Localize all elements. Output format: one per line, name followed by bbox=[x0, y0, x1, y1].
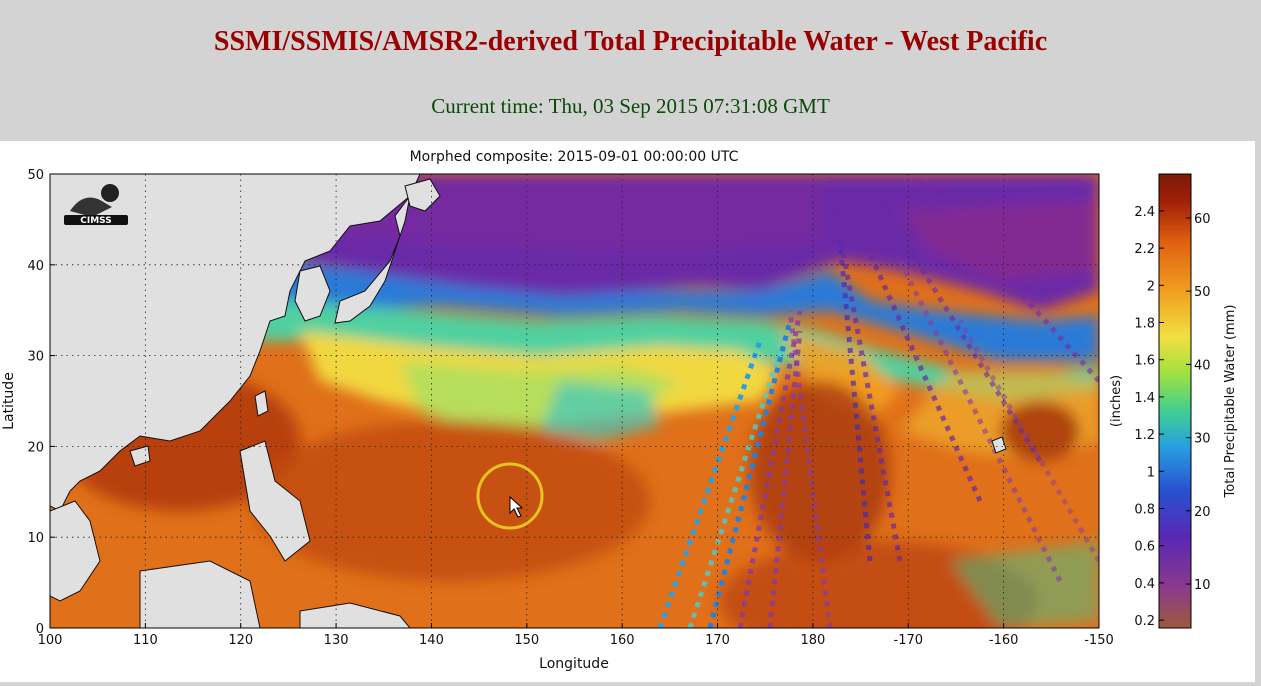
colorbar-label-inches: (inches) bbox=[1109, 375, 1124, 427]
indochina bbox=[50, 500, 101, 602]
x-tick-label: 150 bbox=[514, 633, 539, 648]
cursor-highlight bbox=[476, 462, 544, 530]
x-tick-label: -150 bbox=[1084, 633, 1114, 648]
inch-tick-label: 0.6 bbox=[1134, 540, 1155, 555]
x-tick-label: 110 bbox=[133, 633, 158, 648]
x-tick-label: 160 bbox=[610, 633, 635, 648]
inch-tick-label: 0.2 bbox=[1134, 614, 1155, 629]
inch-tick-label: 1.6 bbox=[1134, 354, 1155, 369]
taiwan bbox=[254, 390, 269, 417]
korean-peninsula bbox=[294, 265, 331, 322]
inch-tick-label: 0.8 bbox=[1134, 502, 1155, 517]
inch-tick-label: 1 bbox=[1147, 465, 1155, 480]
cimss-logo-text: CIMSS bbox=[80, 216, 111, 226]
colorbar-inch-ticks: 0.2 0.4 0.6 0.8 1 1.2 1.4 1.6 1.8 2 2.2 2.4 bbox=[1134, 205, 1164, 629]
asian-mainland bbox=[50, 174, 421, 512]
land-masses bbox=[50, 174, 1007, 628]
new-guinea-edge bbox=[299, 602, 411, 628]
blue-band bbox=[270, 261, 1099, 361]
cursor-ring bbox=[476, 462, 544, 530]
page-title: SSMI/SSMIS/AMSR2-derived Total Precipita… bbox=[213, 26, 1048, 57]
y-axis-ticks: 0 10 20 30 40 50 bbox=[27, 168, 55, 637]
x-tick-label: 120 bbox=[228, 633, 253, 648]
x-axis-label: Longitude bbox=[539, 656, 609, 672]
x-tick-label: 130 bbox=[324, 633, 349, 648]
y-tick-label: 40 bbox=[27, 259, 44, 274]
mm-tick-label: 50 bbox=[1194, 285, 1211, 300]
mm-tick-label: 60 bbox=[1194, 212, 1211, 227]
x-tick-label: -160 bbox=[989, 633, 1019, 648]
y-tick-label: 50 bbox=[27, 168, 44, 183]
mm-tick-label: 10 bbox=[1194, 578, 1211, 593]
map-title: Morphed composite: 2015-09-01 00:00:00 U… bbox=[410, 149, 739, 165]
x-tick-label: 170 bbox=[705, 633, 730, 648]
inch-tick-label: 2.4 bbox=[1134, 205, 1155, 220]
inch-tick-label: 1.4 bbox=[1134, 391, 1155, 406]
y-tick-label: 30 bbox=[27, 350, 44, 365]
japan bbox=[334, 195, 411, 324]
colorbar-label-mm: Total Precipitable Water (mm) bbox=[1223, 305, 1238, 499]
mouse-pointer-icon bbox=[509, 495, 524, 518]
x-tick-label: 140 bbox=[419, 633, 444, 648]
plot-frame bbox=[49, 173, 1100, 629]
mm-tick-label: 40 bbox=[1194, 358, 1211, 373]
hawaii bbox=[991, 436, 1007, 454]
y-axis-label: Latitude bbox=[1, 372, 17, 430]
y-tick-label: 0 bbox=[36, 622, 44, 637]
mm-tick-label: 30 bbox=[1194, 432, 1211, 447]
inch-tick-label: 1.8 bbox=[1134, 317, 1155, 332]
inch-tick-label: 2.2 bbox=[1134, 242, 1155, 257]
mm-tick-label: 20 bbox=[1194, 505, 1211, 520]
satellite-swaths bbox=[657, 179, 1099, 628]
x-tick-label: 180 bbox=[800, 633, 825, 648]
inch-tick-label: 1.2 bbox=[1134, 428, 1155, 443]
figure-panel: Morphed composite: 2015-09-01 00:00:00 U… bbox=[0, 141, 1255, 682]
philippines bbox=[239, 440, 311, 562]
cimss-logo: CIMSS bbox=[64, 184, 128, 226]
lat-lon-grid bbox=[50, 174, 1099, 628]
current-time: Current time: Thu, 03 Sep 2015 07:31:08 … bbox=[431, 94, 830, 118]
y-tick-label: 10 bbox=[27, 531, 44, 546]
colorbar-mm-ticks: 10 20 30 40 50 60 bbox=[1186, 212, 1211, 593]
x-tick-label: 100 bbox=[38, 633, 63, 648]
y-tick-label: 20 bbox=[27, 440, 44, 455]
inch-tick-label: 0.4 bbox=[1134, 577, 1155, 592]
plot-area bbox=[50, 174, 1099, 628]
borneo bbox=[139, 560, 261, 628]
x-axis-ticks: 100 110 120 130 140 150 160 170 180 -170 -160 -150 bbox=[38, 623, 1114, 648]
x-tick-label: -170 bbox=[894, 633, 924, 648]
colorbar bbox=[1158, 173, 1192, 629]
tpw-map-figure[interactable]: Morphed composite: 2015-09-01 00:00:00 U… bbox=[0, 141, 1255, 682]
inch-tick-label: 2 bbox=[1147, 279, 1155, 294]
